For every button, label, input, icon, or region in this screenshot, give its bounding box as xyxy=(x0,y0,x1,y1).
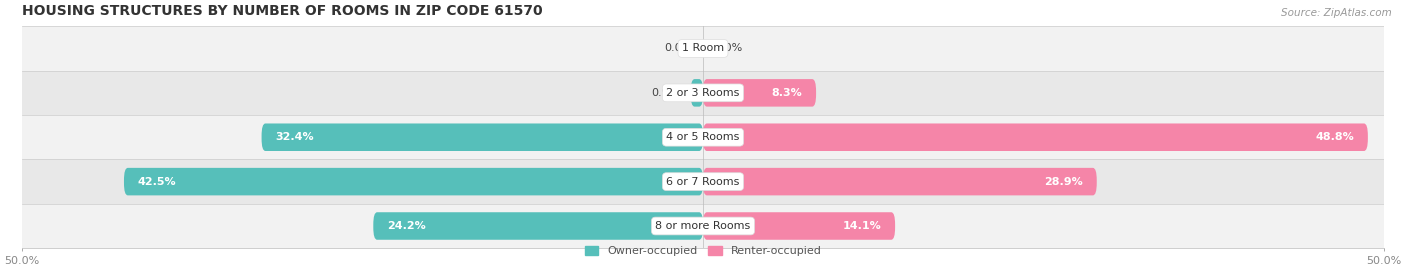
Text: 14.1%: 14.1% xyxy=(842,221,882,231)
FancyBboxPatch shape xyxy=(703,79,815,107)
FancyBboxPatch shape xyxy=(703,212,896,240)
Bar xyxy=(21,115,1385,159)
Text: 4 or 5 Rooms: 4 or 5 Rooms xyxy=(666,132,740,142)
Text: 2 or 3 Rooms: 2 or 3 Rooms xyxy=(666,88,740,98)
FancyBboxPatch shape xyxy=(262,123,703,151)
Text: 1 Room: 1 Room xyxy=(682,43,724,53)
FancyBboxPatch shape xyxy=(703,168,1097,195)
Text: 42.5%: 42.5% xyxy=(138,177,176,187)
FancyBboxPatch shape xyxy=(374,212,703,240)
Text: 8.3%: 8.3% xyxy=(772,88,803,98)
Legend: Owner-occupied, Renter-occupied: Owner-occupied, Renter-occupied xyxy=(581,241,825,260)
Text: 0.0%: 0.0% xyxy=(664,43,692,53)
Text: 32.4%: 32.4% xyxy=(276,132,314,142)
Text: 24.2%: 24.2% xyxy=(387,221,426,231)
Bar xyxy=(21,71,1385,115)
Text: 8 or more Rooms: 8 or more Rooms xyxy=(655,221,751,231)
Text: 6 or 7 Rooms: 6 or 7 Rooms xyxy=(666,177,740,187)
Text: 28.9%: 28.9% xyxy=(1045,177,1083,187)
Text: 0.9%: 0.9% xyxy=(651,88,681,98)
Text: 0.0%: 0.0% xyxy=(714,43,742,53)
FancyBboxPatch shape xyxy=(703,123,1368,151)
Text: 48.8%: 48.8% xyxy=(1316,132,1354,142)
Bar xyxy=(21,159,1385,204)
Text: HOUSING STRUCTURES BY NUMBER OF ROOMS IN ZIP CODE 61570: HOUSING STRUCTURES BY NUMBER OF ROOMS IN… xyxy=(21,4,543,18)
Text: Source: ZipAtlas.com: Source: ZipAtlas.com xyxy=(1281,8,1392,18)
FancyBboxPatch shape xyxy=(690,79,703,107)
Bar xyxy=(21,26,1385,71)
Bar xyxy=(21,204,1385,248)
FancyBboxPatch shape xyxy=(124,168,703,195)
